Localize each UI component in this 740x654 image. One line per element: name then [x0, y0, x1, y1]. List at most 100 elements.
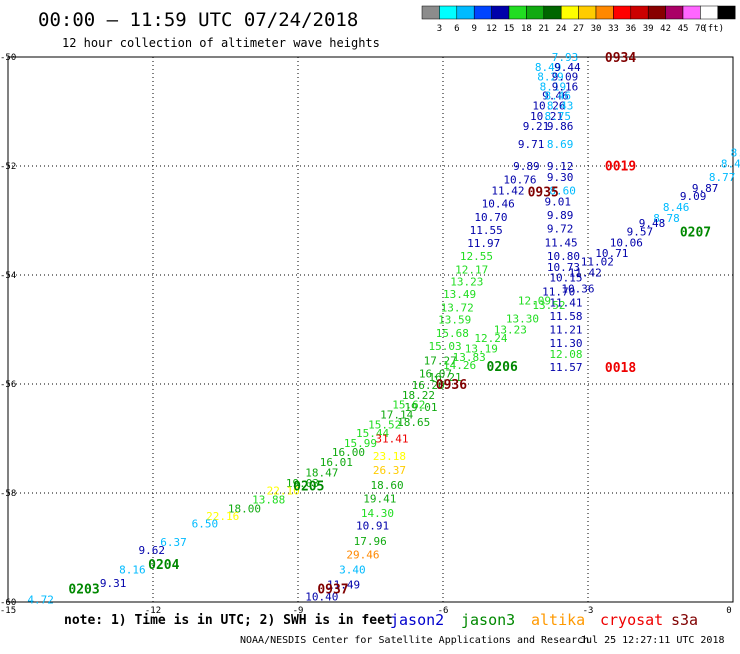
color-scale-tick: 9 — [471, 24, 476, 34]
track-time-label: 0206 — [487, 360, 518, 375]
wave-height-point: 9.72 — [547, 223, 574, 236]
wave-height-point: 18.00 — [228, 502, 261, 515]
color-scale-swatch — [578, 5, 597, 20]
wave-height-point: 16.21 — [429, 371, 462, 384]
x-tick-label: -9 — [293, 606, 304, 616]
mission-legend-s3a: s3a — [671, 611, 698, 629]
wave-height-point: 11.21 — [549, 324, 582, 337]
color-scale-tick: 70 — [695, 24, 706, 34]
wave-height-point: 8.19 — [540, 80, 567, 93]
wave-height-point: 8.43 — [547, 100, 574, 113]
footer-credit: NOAA/NESDIS Center for Satellite Applica… — [240, 635, 589, 646]
wave-height-point: 9.21 — [523, 120, 550, 133]
color-scale-tick: 12 — [486, 24, 497, 34]
color-scale-swatch — [491, 5, 510, 20]
color-scale-swatch — [595, 5, 614, 20]
track-time-label: 0934 — [605, 51, 636, 66]
track-time-label: 0936 — [436, 378, 467, 393]
color-scale-swatch — [421, 5, 440, 20]
wave-height-point: 10.36 — [561, 283, 594, 296]
wave-height-point: 12.08 — [549, 348, 582, 361]
x-tick-labels: -15 -12 -9 -6 -3 0 — [0, 606, 732, 616]
y-tick-label: -52 — [0, 162, 16, 172]
wave-height-point: 11.30 — [549, 337, 582, 350]
wave-height-point: 8.78 — [653, 212, 680, 225]
wave-height-point: 8.40 — [721, 157, 740, 170]
wave-height-point: 15.52 — [368, 418, 401, 431]
wave-height-point: 9.01 — [545, 195, 572, 208]
track-time-label: 0019 — [605, 159, 636, 174]
wave-height-point: 9.09 — [552, 71, 579, 84]
wave-height-point: 10.06 — [610, 236, 643, 249]
color-scale-tick: 45 — [678, 24, 689, 34]
wave-height-point: 7.93 — [552, 51, 579, 64]
wave-height-point: 8.49 — [535, 61, 562, 74]
wave-height-point: 19.01 — [404, 401, 437, 414]
wave-height-point: 11.57 — [549, 361, 582, 374]
wave-height-point: 15.68 — [436, 327, 469, 340]
wave-height-point: 19.03 — [286, 477, 319, 490]
wave-height-point: 13.72 — [441, 302, 474, 315]
mission-legend-altika: altika — [531, 611, 585, 629]
color-scale-tick: 24 — [556, 24, 567, 34]
wave-height-point: 8.69 — [547, 138, 574, 151]
y-tick-label: -54 — [0, 271, 16, 281]
color-scale-swatch — [526, 5, 545, 20]
track-time-label: 0204 — [148, 558, 179, 573]
wave-height-point: 9.71 — [518, 138, 545, 151]
color-scale-swatch — [665, 5, 684, 20]
color-scale-tick: 39 — [643, 24, 654, 34]
wave-height-point: 15.44 — [356, 427, 389, 440]
wave-height-point: 11.41 — [549, 296, 582, 309]
wave-height-point: 18.65 — [397, 416, 430, 429]
wave-height-point: 18.22 — [402, 389, 435, 402]
grid-lines — [8, 57, 733, 602]
wave-height-point: 14.26 — [443, 359, 476, 372]
wave-height-point: 10.15 — [549, 272, 582, 285]
wave-height-point: 19.41 — [363, 492, 396, 505]
wave-height-point: 17.96 — [354, 535, 387, 548]
y-tick-label: -58 — [0, 489, 16, 499]
color-scale-swatch — [630, 5, 649, 20]
wave-height-point: 11.42 — [491, 185, 524, 198]
color-scale-tick: 33 — [608, 24, 619, 34]
wave-height-point: 9.87 — [692, 182, 719, 195]
wave-height-point: 8.77 — [709, 171, 736, 184]
wave-height-point: 3.40 — [339, 563, 366, 576]
wave-height-point: 8.46 — [663, 201, 690, 214]
wave-height-point: 11.55 — [470, 224, 503, 237]
track-time-label: 0207 — [680, 225, 711, 240]
wave-height-point: 18.60 — [371, 479, 404, 492]
color-scale-swatch — [543, 5, 562, 20]
x-tick-label: -15 — [0, 606, 16, 616]
chart-subtitle: 12 hour collection of altimeter wave hei… — [62, 36, 380, 50]
mission-legend-jason2: jason2 — [390, 611, 444, 629]
wave-height-point: 12.24 — [474, 332, 507, 345]
wave-height-point: 8.29 — [537, 71, 564, 84]
wave-height-point: 13.49 — [443, 288, 476, 301]
mission-legend-cryosat: cryosat — [600, 611, 663, 629]
footer-timestamp: Jul 25 12:27:11 UTC 2018 — [580, 635, 725, 646]
mission-legend: jason2 jason3 altika cryosat s3a — [390, 611, 698, 629]
wave-height-point: 10.26 — [532, 100, 565, 113]
footer-note: note: 1) Time is in UTC; 2) SWH is in fe… — [64, 613, 393, 628]
wave-height-point: 12.55 — [460, 250, 493, 263]
wave-height-point: 11.45 — [545, 236, 578, 249]
color-scale-swatch — [700, 5, 719, 20]
wave-height-point: 10.46 — [482, 198, 515, 211]
wave-height-point: 9.12 — [547, 160, 574, 173]
wave-height-point: 9.62 — [139, 544, 166, 557]
wave-height-point: 9.57 — [627, 225, 654, 238]
wave-height-point: 11.42 — [569, 266, 602, 279]
wave-height-point: 10.91 — [356, 520, 389, 533]
wave-height-point: 12.17 — [455, 264, 488, 277]
color-scale-swatch — [560, 5, 579, 20]
wave-height-point: 26.37 — [373, 464, 406, 477]
wave-height-point: 13.30 — [506, 313, 539, 326]
color-scale-tick: 3 — [437, 24, 442, 34]
chart-title: 00:00 — 11:59 UTC 07/24/2018 — [38, 9, 358, 31]
color-scale-swatch — [682, 5, 701, 20]
wave-height-point: 31.41 — [375, 433, 408, 446]
